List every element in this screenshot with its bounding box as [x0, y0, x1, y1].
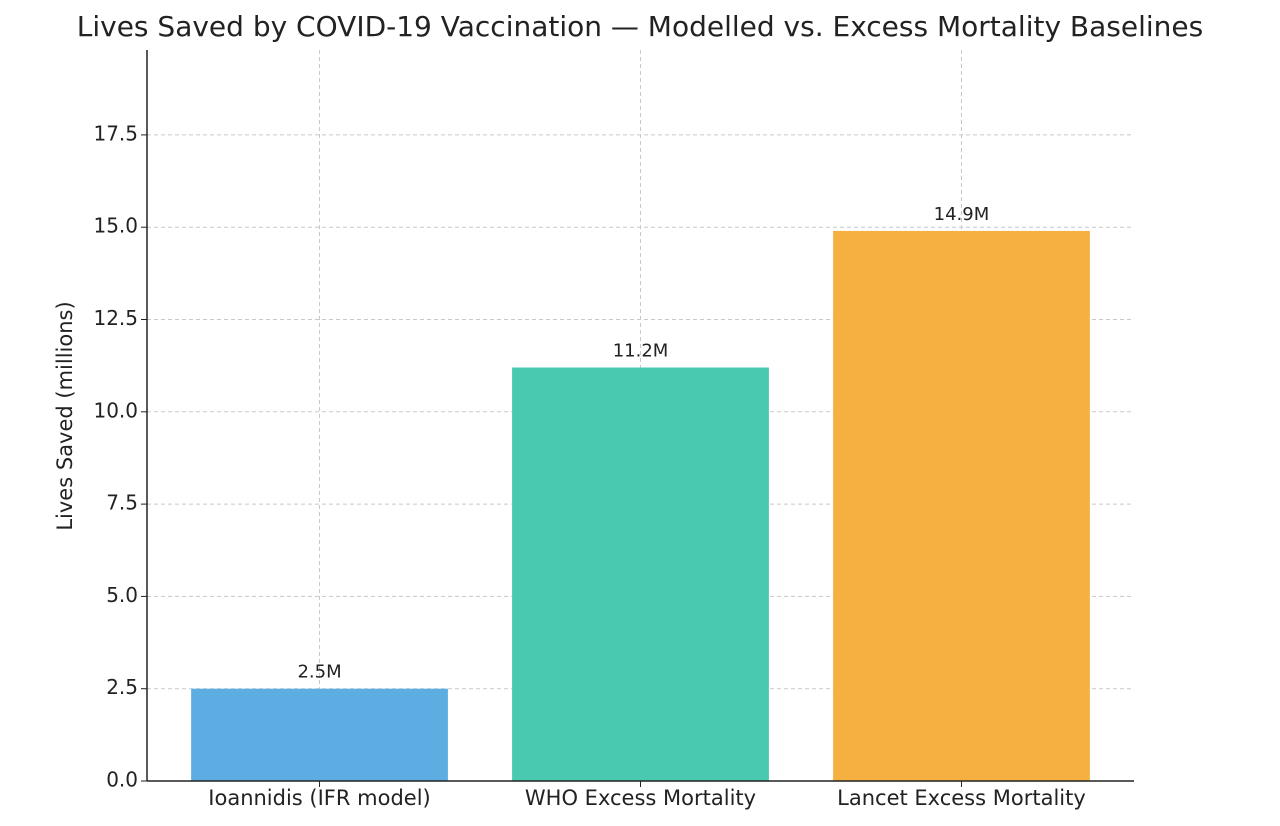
y-tick-label: 15.0 — [93, 214, 138, 238]
y-tick-label: 17.5 — [93, 121, 138, 145]
bar — [833, 230, 1090, 781]
y-tick-label: 0.0 — [106, 768, 138, 792]
y-axis-label: Lives Saved (millions) — [53, 301, 77, 530]
x-tick-label: Ioannidis (IFR model) — [208, 786, 430, 810]
y-tick-label: 2.5 — [106, 675, 138, 699]
y-tick-label: 7.5 — [106, 491, 138, 515]
y-tick-label: 10.0 — [93, 398, 138, 422]
value-label: 2.5M — [297, 662, 341, 683]
bar — [512, 367, 769, 781]
x-tick-label: WHO Excess Mortality — [525, 786, 756, 810]
y-tick-label: 5.0 — [106, 583, 138, 607]
value-label: 14.9M — [934, 204, 990, 225]
y-tick-label: 12.5 — [93, 306, 138, 330]
value-label: 11.2M — [613, 341, 669, 362]
bar — [191, 688, 448, 781]
x-tick-label: Lancet Excess Mortality — [837, 786, 1086, 810]
chart-title: Lives Saved by COVID-19 Vaccination — Mo… — [77, 10, 1203, 43]
